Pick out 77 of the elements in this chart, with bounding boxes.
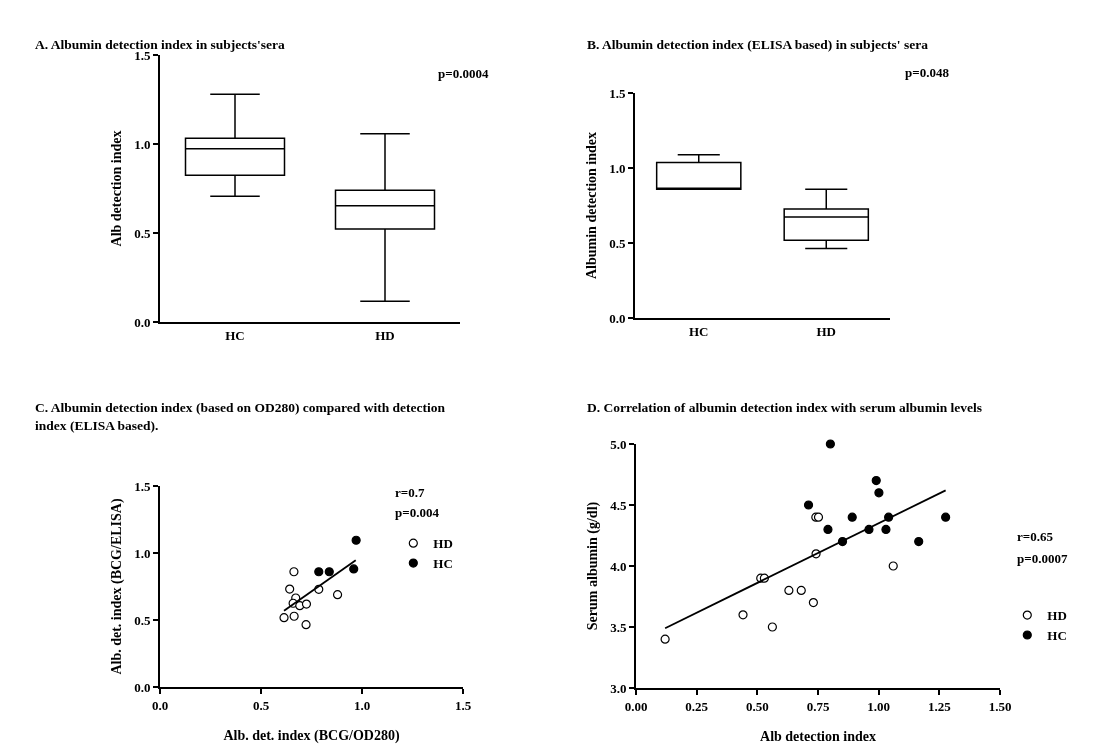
text: p=0.0007 bbox=[1017, 551, 1068, 566]
x-tick-label: 0.00 bbox=[624, 698, 648, 714]
x-tick-label: 1.25 bbox=[927, 698, 952, 714]
point bbox=[888, 561, 898, 571]
annotation: r=0.7 bbox=[395, 485, 425, 500]
text: p=0.048 bbox=[905, 65, 950, 80]
x-tick-label: 1.0 bbox=[353, 697, 371, 713]
point bbox=[881, 524, 891, 534]
point bbox=[314, 567, 324, 577]
x-tick-label: 0.25 bbox=[685, 698, 709, 714]
x-tick-label: 0.50 bbox=[745, 698, 769, 714]
point bbox=[914, 537, 924, 547]
point bbox=[301, 599, 312, 609]
chart-title: A. Albumin detection index in subjects'sera bbox=[35, 36, 286, 52]
x-axis-title: Alb detection index bbox=[760, 729, 876, 744]
y-axis-title: Alb. det. index (BCG/ELISA) bbox=[109, 498, 125, 675]
x-tick-label: 1.00 bbox=[867, 698, 891, 714]
y-tick-label: 1.0 bbox=[609, 160, 626, 176]
legend-label: HD bbox=[433, 536, 453, 552]
annotation: p=0.0004 bbox=[438, 66, 489, 81]
legend-label: HC bbox=[433, 556, 453, 572]
point bbox=[349, 564, 359, 574]
y-tick-label: 3.0 bbox=[610, 680, 627, 696]
y-tick-label: 0.0 bbox=[134, 679, 151, 695]
x-tick-label: HC bbox=[689, 323, 709, 339]
point bbox=[332, 590, 343, 600]
y-tick-label: 0.5 bbox=[609, 235, 626, 251]
point bbox=[351, 535, 361, 545]
x-tick-label: 1.50 bbox=[988, 698, 1012, 714]
y-axis-title: Alb detection index bbox=[109, 130, 124, 247]
legend-label: HC bbox=[1047, 628, 1067, 644]
point bbox=[808, 598, 818, 608]
point bbox=[324, 567, 334, 577]
x-tick-label: HD bbox=[375, 327, 395, 343]
y-tick-label: 1.5 bbox=[134, 478, 151, 494]
text: r=0.65 bbox=[1017, 529, 1054, 544]
point bbox=[871, 476, 881, 486]
point bbox=[279, 613, 289, 623]
y-tick-label: 0.5 bbox=[134, 612, 151, 628]
y-axis-title: Serum albumin (g/dl) bbox=[585, 501, 601, 631]
legend-label: HD bbox=[1047, 608, 1067, 624]
point bbox=[803, 500, 814, 510]
x-axis-title: Alb. det. index (BCG/OD280) bbox=[223, 728, 400, 744]
point bbox=[825, 439, 835, 449]
y-tick-label: 4.5 bbox=[610, 497, 627, 513]
y-tick-label: 1.5 bbox=[609, 85, 626, 101]
y-tick-label: 0.0 bbox=[609, 310, 626, 326]
point bbox=[285, 584, 295, 594]
chart-title: D. Correlation of albumin detection index with serum albumin levels bbox=[587, 399, 983, 417]
annotation: p=0.004 bbox=[395, 505, 440, 520]
y-tick-label: 5.0 bbox=[610, 436, 627, 452]
point bbox=[767, 622, 777, 632]
point bbox=[289, 611, 299, 621]
point bbox=[796, 585, 806, 595]
x-tick-label: 0.75 bbox=[806, 698, 830, 714]
point bbox=[301, 620, 311, 630]
chart-title: B. Albumin detection index (ELISA based) in subjects' sera bbox=[587, 36, 929, 54]
x-tick-label: 0.5 bbox=[252, 697, 270, 713]
x-tick-label: HC bbox=[225, 327, 245, 343]
y-tick-label: 3.5 bbox=[610, 619, 627, 635]
x-tick-label: 1.5 bbox=[454, 697, 472, 713]
y-tick-label: 1.0 bbox=[134, 136, 151, 152]
chart-title: C. Albumin detection index (based on OD280) compared with detection index (ELISA based). bbox=[35, 399, 446, 435]
point bbox=[823, 524, 833, 534]
point bbox=[847, 512, 857, 522]
y-axis-title: Albumin detection index bbox=[584, 131, 599, 280]
y-tick-label: 0.5 bbox=[134, 225, 151, 241]
point bbox=[660, 634, 670, 644]
x-tick-label: 0.0 bbox=[151, 697, 169, 713]
y-tick-label: 4.0 bbox=[610, 558, 627, 574]
point bbox=[874, 488, 884, 498]
point bbox=[738, 610, 748, 620]
x-tick-label: HD bbox=[816, 323, 836, 339]
point bbox=[941, 512, 951, 522]
y-tick-label: 1.0 bbox=[134, 545, 151, 561]
point bbox=[784, 585, 794, 595]
point bbox=[289, 567, 299, 577]
